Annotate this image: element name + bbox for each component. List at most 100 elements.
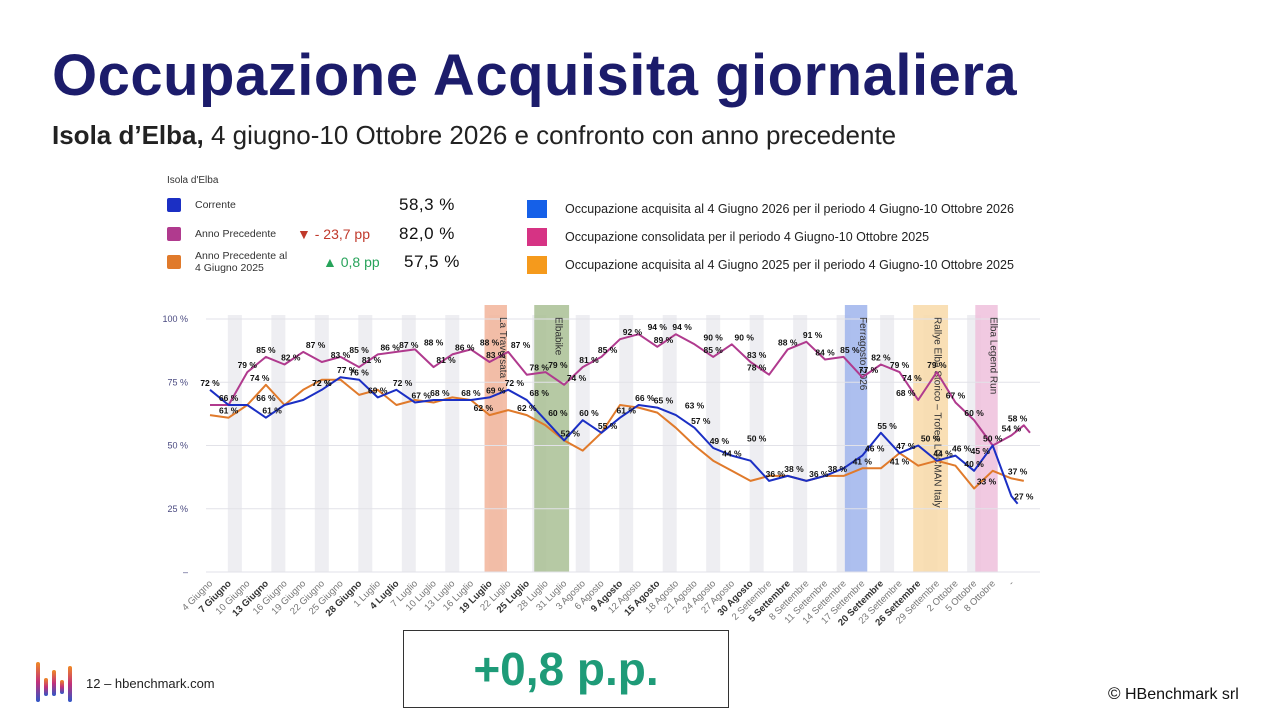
series-line — [210, 333, 1031, 447]
data-label: 65 % — [654, 396, 674, 406]
data-label: 57 % — [691, 416, 711, 426]
data-label: 55 % — [598, 421, 618, 431]
copyright-symbol: © — [1108, 684, 1121, 703]
legend-heading: Isola d'Elba — [167, 175, 219, 186]
data-label: 44 % — [933, 449, 953, 459]
data-label: 62 % — [474, 403, 494, 413]
data-label: 78 % — [530, 363, 550, 373]
data-label: 50 % — [921, 434, 941, 444]
data-label: 85 % — [840, 345, 860, 355]
data-label: 76 % — [349, 368, 369, 378]
data-label: 68 % — [461, 388, 481, 398]
data-label: 58 % — [1008, 413, 1028, 423]
key-swatch-acquisita-2026 — [527, 200, 547, 218]
data-label: 89 % — [654, 335, 674, 345]
data-label: 36 % — [809, 469, 829, 479]
weekend-band — [662, 315, 677, 572]
data-label: 86 % — [380, 342, 400, 352]
copyright-text: HBenchmark srl — [1120, 686, 1239, 703]
chart-legend: Isola d'Elba Corrente 58,3 % Anno Preced… — [165, 172, 1065, 282]
data-label: 90 % — [703, 332, 723, 342]
data-label: 91 % — [803, 330, 823, 340]
data-label: 63 % — [685, 401, 705, 411]
data-label: 46 % — [865, 444, 885, 454]
data-label: 77 % — [337, 365, 357, 375]
legend-label-anno-precedente-4-giugno: Anno Precedente al 4 Giugno 2025 — [195, 250, 287, 274]
weekend-band — [619, 315, 634, 572]
legend-value-anno-precedente: 82,0 % — [399, 224, 455, 243]
weekend-band — [706, 315, 721, 572]
data-label: 94 % — [672, 322, 692, 332]
data-label: 94 % — [648, 322, 668, 332]
data-label: 81 % — [362, 355, 382, 365]
weekend-band — [445, 315, 460, 572]
data-label: 85 % — [349, 345, 369, 355]
data-label: 44 % — [722, 449, 742, 459]
data-label: 67 % — [946, 390, 966, 400]
data-label: 50 % — [747, 434, 767, 444]
data-label: 38 % — [784, 464, 804, 474]
data-label: 90 % — [735, 332, 755, 342]
subtitle-location: Isola d’Elba, — [52, 120, 204, 150]
series-line — [209, 378, 1024, 490]
data-label: 40 % — [964, 459, 984, 469]
data-label: 72 % — [505, 378, 525, 388]
data-label: 66 % — [635, 393, 655, 403]
data-label: 85 % — [256, 345, 276, 355]
data-label: 41 % — [890, 456, 910, 466]
y-tick-label: 50 % — [167, 441, 188, 451]
data-label: 66 % — [219, 393, 239, 403]
legend-value-anno-precedente-4-giugno: 57,5 % — [404, 252, 460, 271]
weekend-band — [271, 315, 286, 572]
data-label: 79 % — [927, 360, 947, 370]
y-tick-label: – — [183, 567, 188, 577]
data-label: 79 % — [548, 360, 568, 370]
data-label: 66 % — [256, 393, 276, 403]
weekend-band — [227, 315, 242, 572]
legend-delta-anno-precedente-4-giugno: ▲ 0,8 pp — [323, 254, 380, 270]
data-label: 67 % — [412, 390, 432, 400]
data-label: 55 % — [877, 421, 897, 431]
data-label: 60 % — [964, 408, 984, 418]
event-label: La Traversata — [497, 317, 508, 379]
weekend-band — [793, 315, 808, 572]
data-label: 88 % — [778, 337, 798, 347]
key-text-acquisita-2025: Occupazione acquisita al 4 Giugno 2025 p… — [565, 258, 1014, 272]
event-band — [484, 305, 507, 572]
data-label: 81 % — [436, 355, 456, 365]
data-label: 69 % — [486, 385, 506, 395]
delta-badge-text: +0,8 p.p. — [473, 643, 659, 695]
data-label: 74 % — [567, 373, 587, 383]
legend-swatch-anno-precedente — [167, 227, 181, 241]
data-label: 82 % — [871, 353, 891, 363]
data-label: 46 % — [952, 444, 972, 454]
legend-value-corrente: 58,3 % — [399, 195, 455, 214]
event-band — [913, 305, 949, 572]
data-label: 50 % — [983, 434, 1003, 444]
page-subtitle: Isola d’Elba, 4 giugno-10 Ottobre 2026 e… — [52, 120, 896, 151]
data-label: 47 % — [896, 441, 916, 451]
data-label: 87 % — [399, 340, 419, 350]
y-tick-label: 25 % — [167, 504, 188, 514]
data-label: 77 % — [859, 365, 879, 375]
data-label: 38 % — [828, 464, 848, 474]
data-label: 52 % — [561, 428, 581, 438]
data-label: 61 % — [219, 406, 239, 416]
data-label: 68 % — [530, 388, 550, 398]
data-label: 36 % — [766, 469, 786, 479]
legend-label-line-1: Anno Precedente al — [195, 250, 288, 262]
legend-label-line-2: 4 Giugno 2025 — [195, 262, 264, 274]
event-label: Ferragosto 2026 — [857, 317, 868, 391]
data-label: 87 % — [511, 340, 531, 350]
subtitle-period: 4 giugno-10 Ottobre 2026 e confronto con… — [203, 120, 897, 150]
data-label: 72 % — [312, 378, 332, 388]
event-label: Rallye Elba Storico – Trofeo LOCMAN Ital… — [932, 317, 943, 508]
data-label: 85 % — [703, 345, 723, 355]
data-label: 72 % — [393, 378, 413, 388]
series-line — [209, 376, 1019, 505]
y-tick-label: 100 % — [162, 314, 188, 324]
data-label: 78 % — [747, 363, 767, 373]
data-label: 85 % — [598, 345, 618, 355]
data-label: 74 % — [250, 373, 270, 383]
